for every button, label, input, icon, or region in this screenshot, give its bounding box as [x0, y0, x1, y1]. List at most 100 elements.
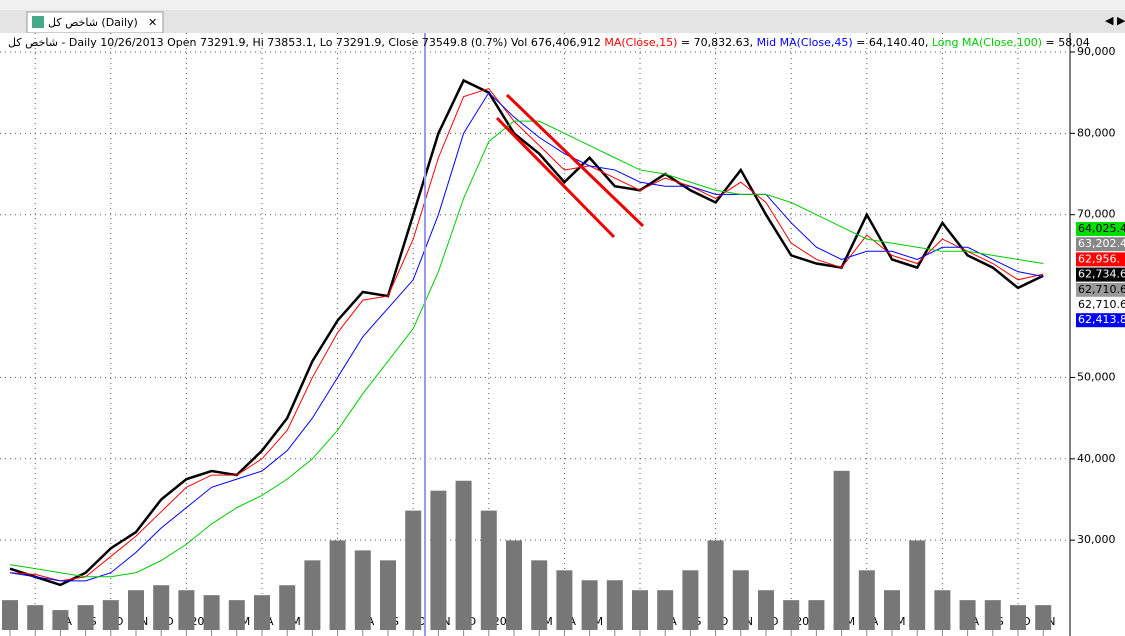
volume-bar [758, 590, 774, 630]
x-tick-label: M [846, 615, 856, 628]
x-tick-label: N [745, 615, 753, 628]
y-tick-label: 70,000 [1077, 208, 1116, 221]
ma-name: Mid MA(Close,45) [757, 36, 853, 49]
x-tick-label: M [896, 615, 906, 628]
volume-bar [984, 600, 1001, 630]
trend-line [505, 93, 645, 228]
tab-bar [0, 10, 1125, 33]
x-tick-label: D [468, 615, 476, 628]
volume-bar [228, 600, 245, 630]
price-tag [1076, 252, 1125, 267]
price-tag [1076, 298, 1125, 312]
volume-bar [455, 480, 472, 630]
volume-bar [153, 585, 170, 630]
price-tag [1076, 282, 1125, 297]
volume-bar [2, 600, 18, 630]
x-tick-label: M [241, 615, 251, 628]
ma-name: MA(Close,15) [604, 36, 677, 49]
volume-bar [279, 585, 296, 630]
volume-bar [556, 570, 573, 630]
volume-bar [632, 590, 648, 630]
volume-bar [128, 590, 144, 630]
volume-bar [304, 560, 321, 630]
y-tick-label: 30,000 [1077, 533, 1116, 546]
volume-bar [657, 590, 674, 630]
volume-bar [203, 595, 220, 630]
header-info: شاخص کل - Daily 10/26/2013 Open 73291.9,… [8, 36, 1090, 49]
volume-bar [405, 510, 422, 630]
volume-bar [254, 595, 270, 630]
price-tag-label: 63,202.4 [1078, 237, 1125, 250]
x-tick-label: M [594, 615, 604, 628]
ma-name: Long MA(Close,100) [932, 36, 1042, 49]
volume-bar [1010, 605, 1026, 630]
volume-bar [884, 590, 900, 630]
ma-value: = 58,04 [1042, 36, 1090, 49]
volume-bar [909, 540, 926, 630]
volume-bar [329, 540, 346, 630]
x-tick-label: O [417, 615, 426, 628]
x-tick-label: D [165, 615, 173, 628]
x-tick-label: D [770, 615, 778, 628]
volume-bar [531, 560, 548, 630]
x-tick-label: O [1022, 615, 1031, 628]
price-tag-label: 62,710.6 [1078, 283, 1125, 296]
price-line [9, 120, 1044, 578]
volume-bar [27, 605, 44, 630]
trend-line [495, 116, 616, 239]
y-tick-label: 80,000 [1077, 126, 1116, 139]
price-tag [1076, 222, 1125, 236]
price-tag [1076, 313, 1125, 328]
price-line [9, 87, 1044, 582]
volume-bar [581, 580, 598, 630]
volume-bar [808, 600, 825, 630]
x-tick-label: N [1047, 615, 1055, 628]
price-tag-label: 62,413.8 [1078, 313, 1125, 326]
price-tag-label: 62,956. [1078, 252, 1120, 265]
volume-bar [430, 490, 447, 630]
x-tick-label: M [543, 615, 553, 628]
ma-value: = 64,140.40, [853, 36, 932, 49]
volume-bar [606, 580, 623, 630]
volume-bar [380, 560, 396, 630]
volume-bar [354, 550, 371, 630]
x-tick-label: M [291, 615, 301, 628]
volume-bar [959, 600, 976, 630]
price-line [9, 91, 1044, 582]
volume-bar [707, 540, 724, 630]
volume-bar [682, 570, 699, 630]
price-tag [1076, 237, 1125, 252]
volume-bar [480, 510, 497, 630]
ma-value: = 70,832.63, [677, 36, 756, 49]
volume-bar [77, 605, 94, 630]
tab-icon [32, 16, 44, 28]
x-tick-label: N [140, 615, 148, 628]
y-tick-label: 50,000 [1077, 370, 1116, 383]
price-line [9, 78, 1044, 587]
x-tick-label: O [115, 615, 124, 628]
price-tag-label: 62,734.6 [1078, 268, 1125, 281]
y-tick-label: 40,000 [1077, 452, 1116, 465]
volume-bar [934, 590, 951, 630]
volume-bar [858, 570, 875, 630]
volume-bar [783, 600, 800, 630]
volume-bar [1035, 605, 1052, 630]
volume-bar [52, 610, 69, 630]
y-tick-label: 90,000 [1077, 45, 1116, 58]
volume-bar [102, 600, 119, 630]
price-tag [1076, 267, 1125, 282]
price-tag-label: 64,025.4 [1078, 222, 1125, 235]
tab-title: شاخص کل (Daily) [48, 16, 138, 29]
info: شاخص کل - Daily 10/26/2013 Open 73291.9,… [8, 36, 601, 49]
volume-bar [506, 540, 522, 630]
volume-bar [732, 570, 749, 630]
x-tick-label: N [442, 615, 450, 628]
volume-bar [833, 470, 850, 630]
price-tag-label: 62,710.6 [1078, 298, 1125, 311]
tab-close[interactable]: ✕ [148, 16, 157, 29]
x-tick-label: O [720, 615, 729, 628]
tab-scroll[interactable]: ◀ ▶ [1105, 14, 1125, 27]
volume-bar [178, 590, 195, 630]
toolbar [0, 0, 1125, 10]
